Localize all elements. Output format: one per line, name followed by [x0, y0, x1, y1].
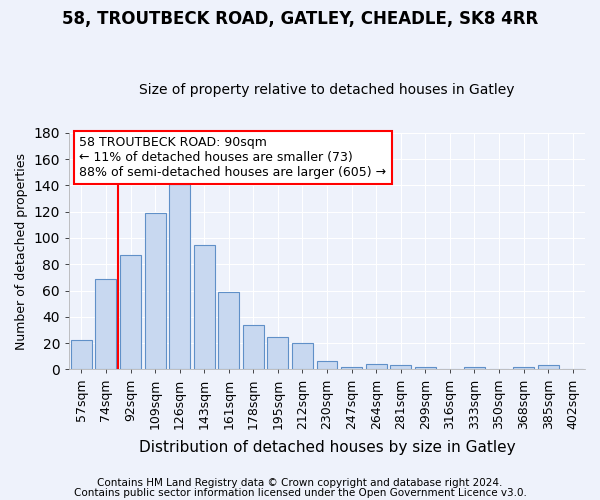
Bar — [268, 336, 289, 370]
Bar — [243, 324, 264, 370]
Title: Size of property relative to detached houses in Gatley: Size of property relative to detached ho… — [139, 83, 515, 97]
Bar — [341, 366, 362, 370]
Bar — [366, 364, 386, 370]
Bar — [71, 340, 92, 370]
Text: Contains HM Land Registry data © Crown copyright and database right 2024.: Contains HM Land Registry data © Crown c… — [97, 478, 503, 488]
Bar — [538, 366, 559, 370]
Bar — [292, 343, 313, 369]
Bar — [415, 366, 436, 370]
Text: 58 TROUTBECK ROAD: 90sqm
← 11% of detached houses are smaller (73)
88% of semi-d: 58 TROUTBECK ROAD: 90sqm ← 11% of detach… — [79, 136, 386, 180]
Bar — [391, 366, 411, 370]
Text: 58, TROUTBECK ROAD, GATLEY, CHEADLE, SK8 4RR: 58, TROUTBECK ROAD, GATLEY, CHEADLE, SK8… — [62, 10, 538, 28]
Bar — [513, 366, 534, 370]
Bar — [169, 184, 190, 370]
Bar — [317, 362, 337, 370]
Bar — [194, 244, 215, 370]
Text: Contains public sector information licensed under the Open Government Licence v3: Contains public sector information licen… — [74, 488, 526, 498]
Bar — [120, 255, 141, 370]
Bar — [218, 292, 239, 370]
X-axis label: Distribution of detached houses by size in Gatley: Distribution of detached houses by size … — [139, 440, 515, 455]
Y-axis label: Number of detached properties: Number of detached properties — [15, 152, 28, 350]
Bar — [464, 366, 485, 370]
Bar — [145, 213, 166, 370]
Bar — [95, 278, 116, 370]
